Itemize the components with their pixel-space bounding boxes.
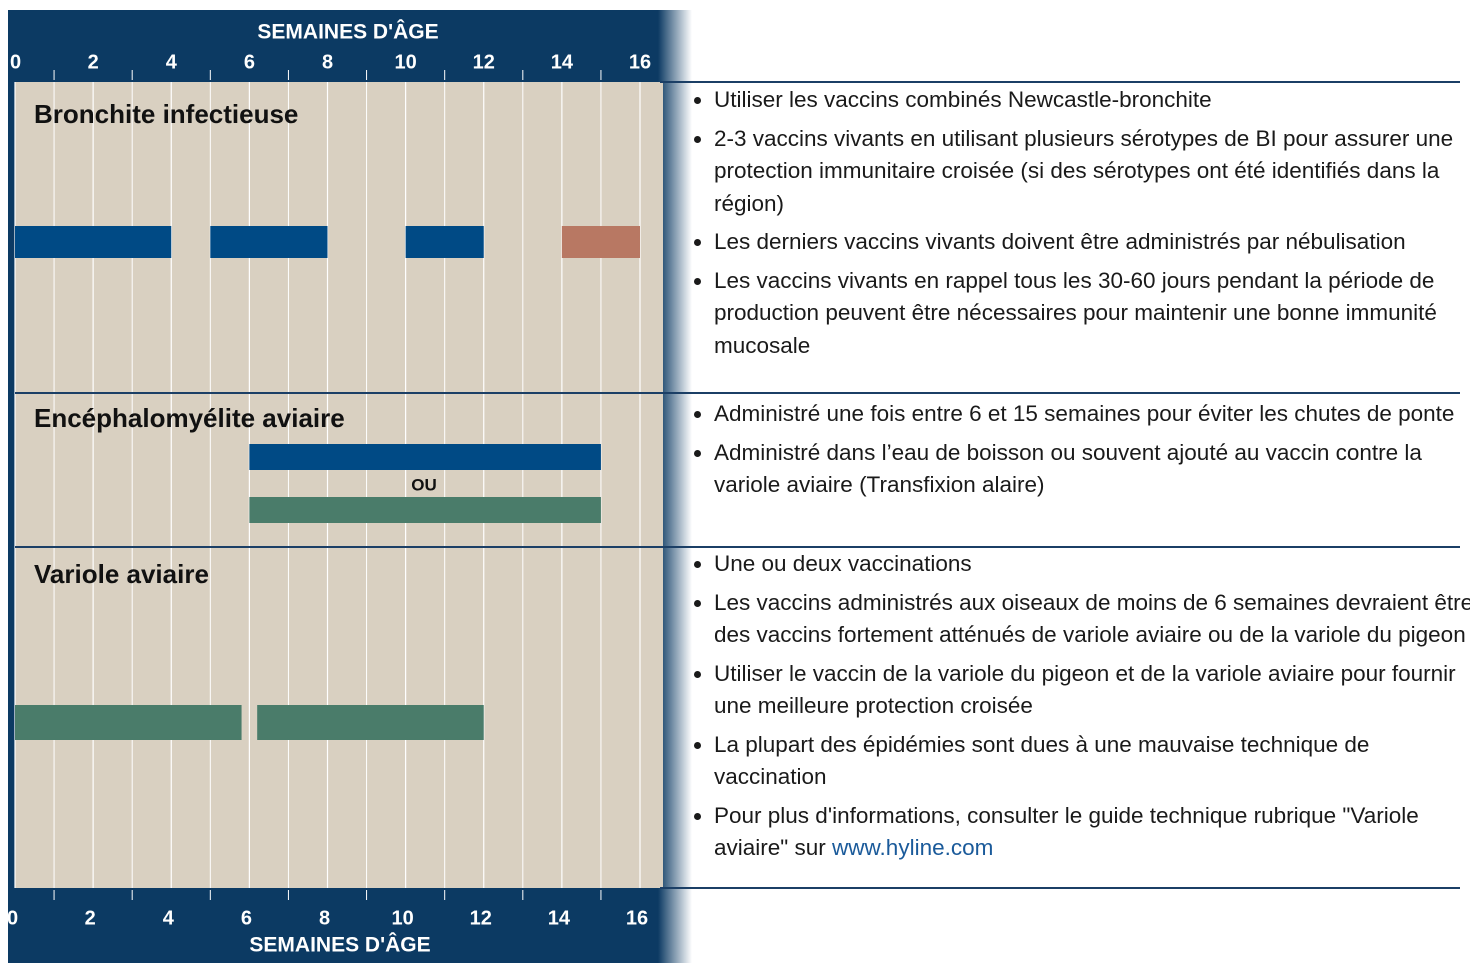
frame-fade [658, 10, 692, 963]
bar [257, 705, 484, 740]
note-text: Une ou deux vaccinations [714, 551, 972, 576]
note: Administré une fois entre 6 et 15 semain… [714, 398, 1470, 431]
plot-area [15, 82, 663, 888]
notes-list: Administré une fois entre 6 et 15 semain… [694, 398, 1470, 508]
bar [249, 444, 601, 470]
x-tick-label: 2 [85, 907, 96, 929]
bar [249, 497, 601, 523]
x-tick-label: 0 [10, 51, 21, 73]
x-tick-label: 0 [7, 907, 18, 929]
note-text: La plupart des épidémies sont dues à une… [714, 731, 1370, 790]
notes-list: Utiliser les vaccins combinés Newcastle-… [694, 84, 1470, 368]
x-tick-label: 12 [470, 907, 492, 929]
note: Utiliser le vaccin de la variole du pige… [714, 658, 1470, 723]
x-tick-label: 8 [322, 51, 333, 73]
note-text: Administré une fois entre 6 et 15 semain… [714, 401, 1455, 426]
or-label: OU [411, 475, 437, 494]
note: Les vaccins administrés aux oiseaux de m… [714, 587, 1470, 652]
x-tick-label: 6 [244, 51, 255, 73]
note-text: Administré dans l’eau de boisson ou souv… [714, 439, 1422, 498]
note: Pour plus d'informations, consulter le g… [714, 800, 1470, 865]
bar [405, 226, 484, 258]
x-tick-label: 4 [163, 907, 175, 929]
x-tick-label: 2 [88, 51, 99, 73]
x-tick-label: 16 [626, 907, 648, 929]
note-text: Les vaccins administrés aux oiseaux de m… [714, 589, 1470, 648]
bar [15, 705, 242, 740]
note-text: Pour plus d'informations, consulter le g… [714, 802, 1419, 861]
x-tick-label: 12 [473, 51, 495, 73]
x-tick-label: 14 [551, 51, 574, 73]
bar [210, 226, 328, 258]
x-axis-title-bottom: SEMAINES D'ÂGE [249, 933, 430, 957]
note: 2-3 vaccins vivants en utilisant plusieu… [714, 123, 1470, 221]
x-tick-label: 14 [548, 907, 571, 929]
note: Les vaccins vivants en rappel tous les 3… [714, 265, 1470, 363]
x-axis-title-top: SEMAINES D'ÂGE [257, 20, 438, 44]
note: Une ou deux vaccinations [714, 548, 1470, 581]
x-tick-label: 4 [166, 51, 178, 73]
note: Utiliser les vaccins combinés Newcastle-… [714, 84, 1470, 117]
note-text: Les derniers vaccins vivants doivent êtr… [714, 229, 1406, 254]
x-tick-label: 10 [392, 907, 414, 929]
note-text: Utiliser le vaccin de la variole du pige… [714, 660, 1456, 719]
x-tick-label: 6 [241, 907, 252, 929]
note: Administré dans l’eau de boisson ou souv… [714, 437, 1470, 502]
row-title: Encéphalomyélite aviaire [34, 403, 345, 433]
note-text: Les vaccins vivants en rappel tous les 3… [714, 267, 1437, 358]
note-text: 2-3 vaccins vivants en utilisant plusieu… [714, 125, 1454, 216]
x-tick-label: 16 [629, 51, 651, 73]
x-tick-label: 8 [319, 907, 330, 929]
bar [15, 226, 172, 258]
note-text: Utiliser les vaccins combinés Newcastle-… [714, 87, 1212, 112]
row-title: Variole aviaire [34, 559, 209, 589]
x-tick-label: 10 [395, 51, 417, 73]
row-title: Bronchite infectieuse [34, 99, 298, 129]
link[interactable]: www.hyline.com [832, 835, 994, 860]
note: La plupart des épidémies sont dues à une… [714, 729, 1470, 794]
note: Les derniers vaccins vivants doivent êtr… [714, 226, 1470, 259]
notes-list: Une ou deux vaccinations Les vaccins admi… [694, 548, 1470, 871]
bar [561, 226, 640, 258]
